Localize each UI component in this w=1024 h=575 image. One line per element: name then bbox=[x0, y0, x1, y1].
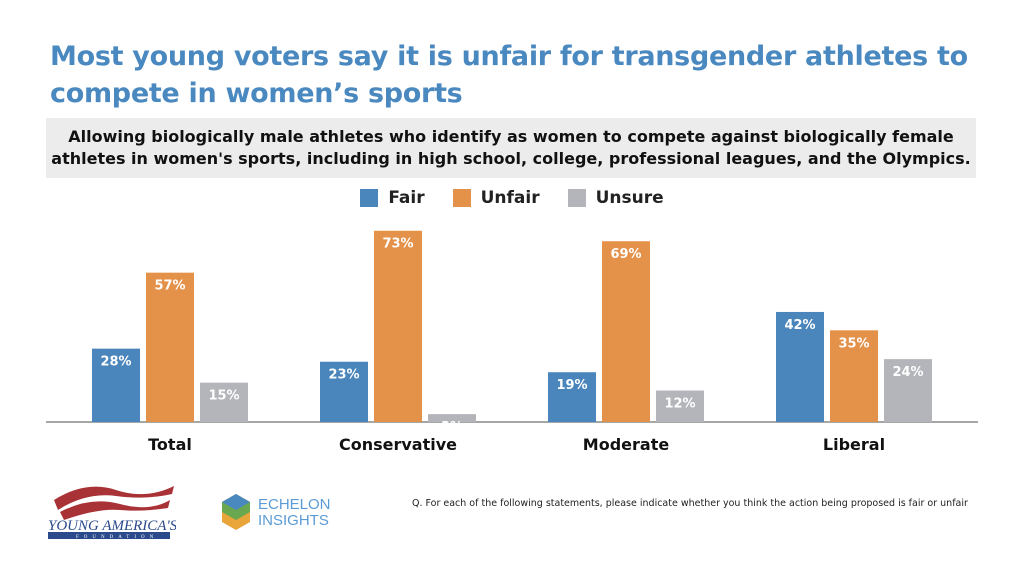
bar-unfair bbox=[374, 230, 422, 422]
legend-swatch bbox=[452, 189, 471, 207]
legend-label: Unsure bbox=[595, 188, 664, 208]
data-label: 42% bbox=[784, 318, 815, 333]
data-label: 69% bbox=[610, 247, 641, 262]
category-label: Total bbox=[148, 435, 192, 454]
legend-item-fair: Fair bbox=[360, 188, 425, 208]
data-label: 19% bbox=[556, 378, 587, 393]
legend-label: Fair bbox=[388, 188, 425, 208]
category-label: Moderate bbox=[583, 435, 670, 454]
bar-unfair bbox=[830, 330, 878, 422]
data-label: 23% bbox=[328, 368, 359, 383]
bar-unfair bbox=[602, 241, 650, 422]
legend: Fair Unfair Unsure bbox=[0, 188, 1024, 208]
bar-unsure bbox=[884, 359, 932, 422]
data-label: 35% bbox=[838, 336, 869, 351]
legend-item-unfair: Unfair bbox=[452, 188, 540, 208]
data-label: 73% bbox=[382, 237, 413, 252]
footnote: Q. For each of the following statements,… bbox=[412, 498, 968, 509]
legend-label: Unfair bbox=[480, 188, 540, 208]
legend-swatch bbox=[360, 189, 379, 207]
data-label: 57% bbox=[154, 279, 185, 294]
category-label: Conservative bbox=[339, 435, 457, 454]
page-title: Most young voters say it is unfair for t… bbox=[50, 41, 968, 109]
bar-fair bbox=[548, 372, 596, 422]
bar-fair bbox=[776, 311, 824, 422]
svg-text:INSIGHTS: INSIGHTS bbox=[258, 512, 329, 529]
echelon-insights-logo: ECHELON INSIGHTS bbox=[222, 494, 331, 530]
svg-text:ECHELON: ECHELON bbox=[258, 496, 331, 513]
legend-swatch bbox=[567, 189, 586, 207]
question-text: Allowing biologically male athletes who … bbox=[46, 118, 976, 178]
data-label: 28% bbox=[100, 355, 131, 370]
data-label: 3% bbox=[441, 420, 463, 435]
category-label: Liberal bbox=[823, 435, 885, 454]
bar-unsure bbox=[428, 414, 476, 422]
svg-text:YOUNG AMERICA'S: YOUNG AMERICA'S bbox=[48, 518, 176, 534]
bar-unfair bbox=[146, 272, 194, 422]
data-label: 15% bbox=[208, 389, 239, 404]
bar-unsure bbox=[200, 382, 248, 422]
svg-text:FOUNDATION: FOUNDATION bbox=[76, 535, 158, 540]
bar-unsure bbox=[656, 390, 704, 422]
legend-item-unsure: Unsure bbox=[567, 188, 664, 208]
young-americas-foundation-logo: YOUNG AMERICA'S FOUNDATION bbox=[48, 486, 176, 540]
data-label: 24% bbox=[892, 365, 923, 380]
bar-fair bbox=[92, 348, 140, 422]
bar-fair bbox=[320, 361, 368, 422]
data-label: 12% bbox=[664, 397, 695, 412]
